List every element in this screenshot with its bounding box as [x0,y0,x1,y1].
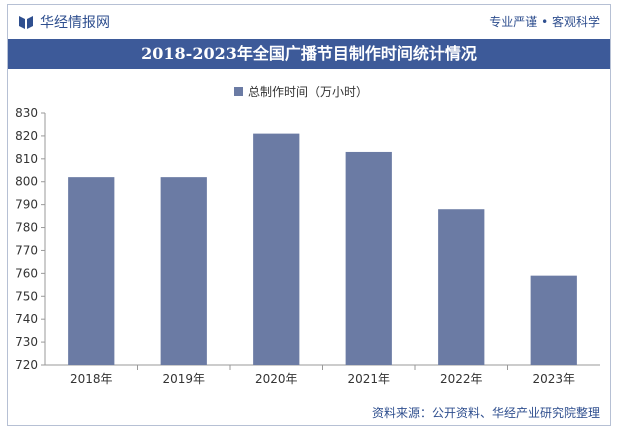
top-bar: 华经情报网 专业严谨 • 客观科学 [8,5,610,37]
bar [530,275,577,365]
x-tick-label: 2023年 [532,372,575,386]
bar [345,151,392,365]
x-tick-label: 2019年 [162,372,205,386]
y-tick-label: 800 [15,175,38,189]
bar [160,177,207,365]
y-tick-label: 810 [15,152,38,166]
slogan: 专业严谨 • 客观科学 [489,15,600,29]
y-tick-label: 820 [15,129,38,143]
bar [253,133,300,365]
x-tick-label: 2022年 [440,372,483,386]
y-tick-label: 790 [15,198,38,212]
source-note: 资料来源：公开资料、华经产业研究院整理 [371,406,600,420]
legend-label: 总制作时间（万小时） [248,85,368,99]
y-tick-label: 750 [15,289,38,303]
bar [438,209,485,365]
bar [68,177,115,365]
legend-swatch [234,87,243,96]
y-tick-label: 740 [15,312,38,326]
y-tick-label: 720 [15,358,38,372]
y-tick-label: 780 [15,221,38,235]
x-tick-label: 2021年 [347,372,390,386]
y-tick-label: 830 [15,106,38,120]
y-tick-label: 760 [15,266,38,280]
x-tick-label: 2020年 [255,372,298,386]
logo: 华经情报网 [18,12,110,32]
y-tick-label: 770 [15,243,38,257]
logo-text: 华经情报网 [40,15,110,31]
x-tick-label: 2018年 [70,372,113,386]
chart-title: 2018-2023年全国广播节目制作时间统计情况 [8,39,610,69]
y-tick-label: 730 [15,335,38,349]
logo-icon [19,16,33,29]
